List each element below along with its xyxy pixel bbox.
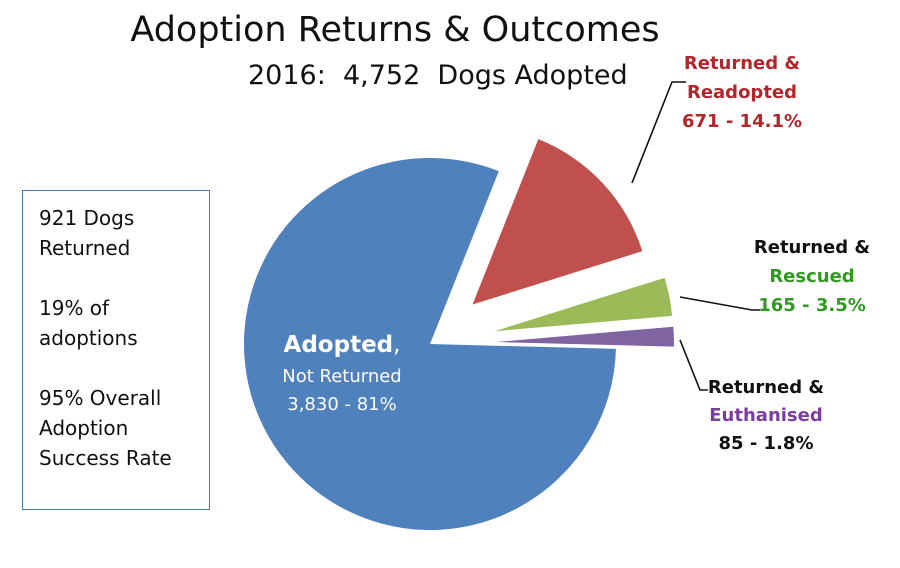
euthanised-label-line2: Euthanised bbox=[709, 405, 822, 426]
euthanised-label-line1: Returned & bbox=[708, 377, 824, 398]
percent-line-2: adoptions bbox=[39, 326, 138, 350]
info-box: 921 Dogs Returned 19% of adoptions 95% O… bbox=[22, 190, 210, 510]
returned-summary: 921 Dogs Returned bbox=[39, 203, 209, 263]
success-summary: 95% Overall Adoption Success Rate bbox=[39, 383, 209, 473]
rescued-label-line2: Rescued bbox=[769, 266, 854, 287]
returned-line-2: Returned bbox=[39, 236, 131, 260]
percent-line-1: 19% of bbox=[39, 296, 110, 320]
adopted-label-line3: 3,830 - 81% bbox=[287, 394, 396, 415]
adopted-label-comma: , bbox=[393, 332, 400, 358]
pie-slices bbox=[244, 139, 674, 530]
success-line-2: Adoption bbox=[39, 416, 129, 440]
readopted-label-line2: Readopted bbox=[687, 82, 797, 103]
readopted-label-line3: 671 - 14.1% bbox=[682, 111, 802, 132]
pie-slice-rescued bbox=[494, 277, 673, 332]
rescued-label-line3: 165 - 3.5% bbox=[758, 295, 866, 316]
adopted-label-line2: Not Returned bbox=[282, 366, 402, 387]
leader-lines bbox=[631, 81, 760, 391]
success-line-3: Success Rate bbox=[39, 446, 172, 470]
chart-title: Adoption Returns & Outcomes bbox=[130, 10, 660, 50]
euthanised-label-line3: 85 - 1.8% bbox=[719, 433, 814, 454]
returned-line-1: 921 Dogs bbox=[39, 206, 135, 230]
pie-slice-euthanised bbox=[495, 326, 674, 347]
chart-subtitle: 2016: 4,752 Dogs Adopted bbox=[248, 60, 628, 91]
readopted-label-line1: Returned & bbox=[684, 53, 800, 74]
leader-line-euthanised bbox=[679, 339, 708, 391]
adopted-label-bold: Adopted bbox=[284, 332, 394, 358]
adopted-label: Adopted, bbox=[284, 332, 401, 358]
success-line-1: 95% Overall bbox=[39, 386, 162, 410]
leader-line-readopted bbox=[631, 81, 686, 184]
percent-summary: 19% of adoptions bbox=[39, 293, 209, 353]
leader-line-rescued bbox=[679, 296, 760, 311]
pie-slice-adopted bbox=[244, 158, 616, 530]
rescued-label-line1: Returned & bbox=[754, 237, 870, 258]
pie-slice-readopted bbox=[472, 139, 643, 305]
